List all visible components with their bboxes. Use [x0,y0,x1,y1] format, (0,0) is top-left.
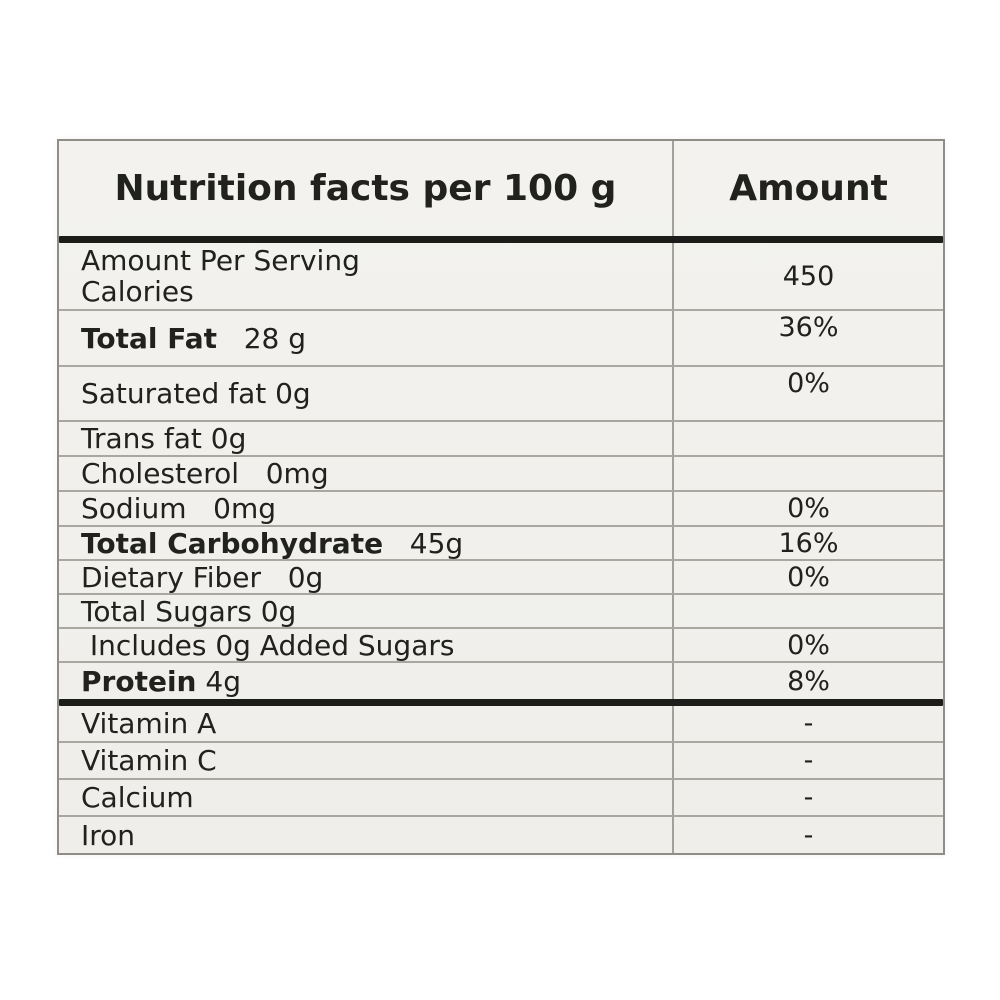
added-sugars-value: 0% [672,629,943,661]
total-carbohydrate-label: Total Carbohydrate 45g [81,527,464,559]
saturated-fat-label: Saturated fat 0g [81,377,311,410]
protein-label: Protein 4g [81,664,241,698]
row-cholesterol: Cholesterol 0mg [59,457,943,492]
vitamin-a-label: Vitamin A [81,707,217,740]
cholesterol-value [672,457,943,490]
dietary-fiber-value: 0% [672,561,943,593]
row-iron: Iron - [59,817,943,853]
row-added-sugars: Includes 0g Added Sugars 0% [59,629,943,663]
sodium-value: 0% [672,492,943,525]
vitamin-c-value: - [672,743,943,778]
header-title: Nutrition facts per 100 g [114,168,617,209]
cholesterol-label: Cholesterol 0mg [81,457,329,490]
calcium-label: Calcium [81,781,194,814]
saturated-fat-value: 0% [672,367,943,420]
total-sugars-label: Total Sugars 0g [81,595,297,627]
calories-value: 450 [672,243,943,309]
total-sugars-value [672,595,943,627]
row-vitamin-a: Vitamin A - [59,706,943,743]
total-carbohydrate-value: 16% [672,527,943,559]
trans-fat-value [672,422,943,455]
protein-value: 8% [672,663,943,699]
header-amount-column: Amount [672,141,943,236]
row-saturated-fat: Saturated fat 0g 0% [59,367,943,422]
total-fat-label: Total Fat 28 g [81,321,307,355]
added-sugars-label: Includes 0g Added Sugars [81,629,455,661]
vitamin-a-value: - [672,706,943,741]
protein-thick-divider [59,699,943,706]
header-thick-divider [59,236,943,243]
calcium-value: - [672,780,943,815]
row-dietary-fiber: Dietary Fiber 0g 0% [59,561,943,595]
row-protein: Protein 4g 8% [59,663,943,699]
row-sodium: Sodium 0mg 0% [59,492,943,527]
row-vitamin-c: Vitamin C - [59,743,943,780]
row-total-carbohydrate: Total Carbohydrate 45g 16% [59,527,943,561]
calories-label: Amount Per Serving Calories [81,244,360,308]
row-total-sugars: Total Sugars 0g [59,595,943,629]
sodium-label: Sodium 0mg [81,492,277,525]
header-row: Nutrition facts per 100 g Amount [59,141,943,236]
total-fat-value: 36% [672,311,943,365]
row-calcium: Calcium - [59,780,943,817]
row-trans-fat: Trans fat 0g [59,422,943,457]
row-calories: Amount Per Serving Calories 450 [59,243,943,311]
dietary-fiber-label: Dietary Fiber 0g [81,561,324,593]
row-total-fat: Total Fat 28 g 36% [59,311,943,367]
trans-fat-label: Trans fat 0g [81,422,247,455]
iron-label: Iron [81,818,136,852]
nutrition-facts-label: Nutrition facts per 100 g Amount Amount … [57,139,945,855]
iron-value: - [672,817,943,853]
vitamin-c-label: Vitamin C [81,744,217,777]
